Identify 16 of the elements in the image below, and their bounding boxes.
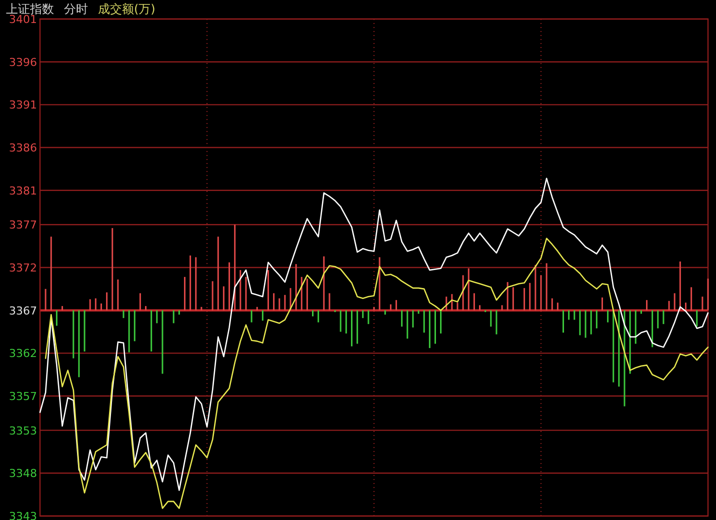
- y-tick-label: 3343: [9, 510, 37, 520]
- y-tick-label: 3401: [9, 13, 37, 26]
- y-tick-label: 3391: [9, 98, 37, 112]
- y-tick-label: 3396: [9, 56, 37, 69]
- y-tick-label: 3362: [9, 347, 37, 360]
- y-tick-label: 3377: [9, 218, 37, 232]
- y-tick-label: 3348: [9, 467, 37, 480]
- chart-title: 上证指数: [6, 2, 54, 16]
- y-tick-label: 3367: [9, 304, 37, 318]
- y-tick-label: 3386: [9, 142, 37, 155]
- chart-subtitle: 分时: [64, 2, 88, 16]
- y-tick-label: 3381: [9, 184, 37, 198]
- y-tick-label: 3357: [9, 390, 37, 404]
- y-tick-label: 3372: [9, 262, 37, 274]
- y-tick-label: 3353: [9, 424, 37, 438]
- text: 成交额(万): [98, 2, 156, 16]
